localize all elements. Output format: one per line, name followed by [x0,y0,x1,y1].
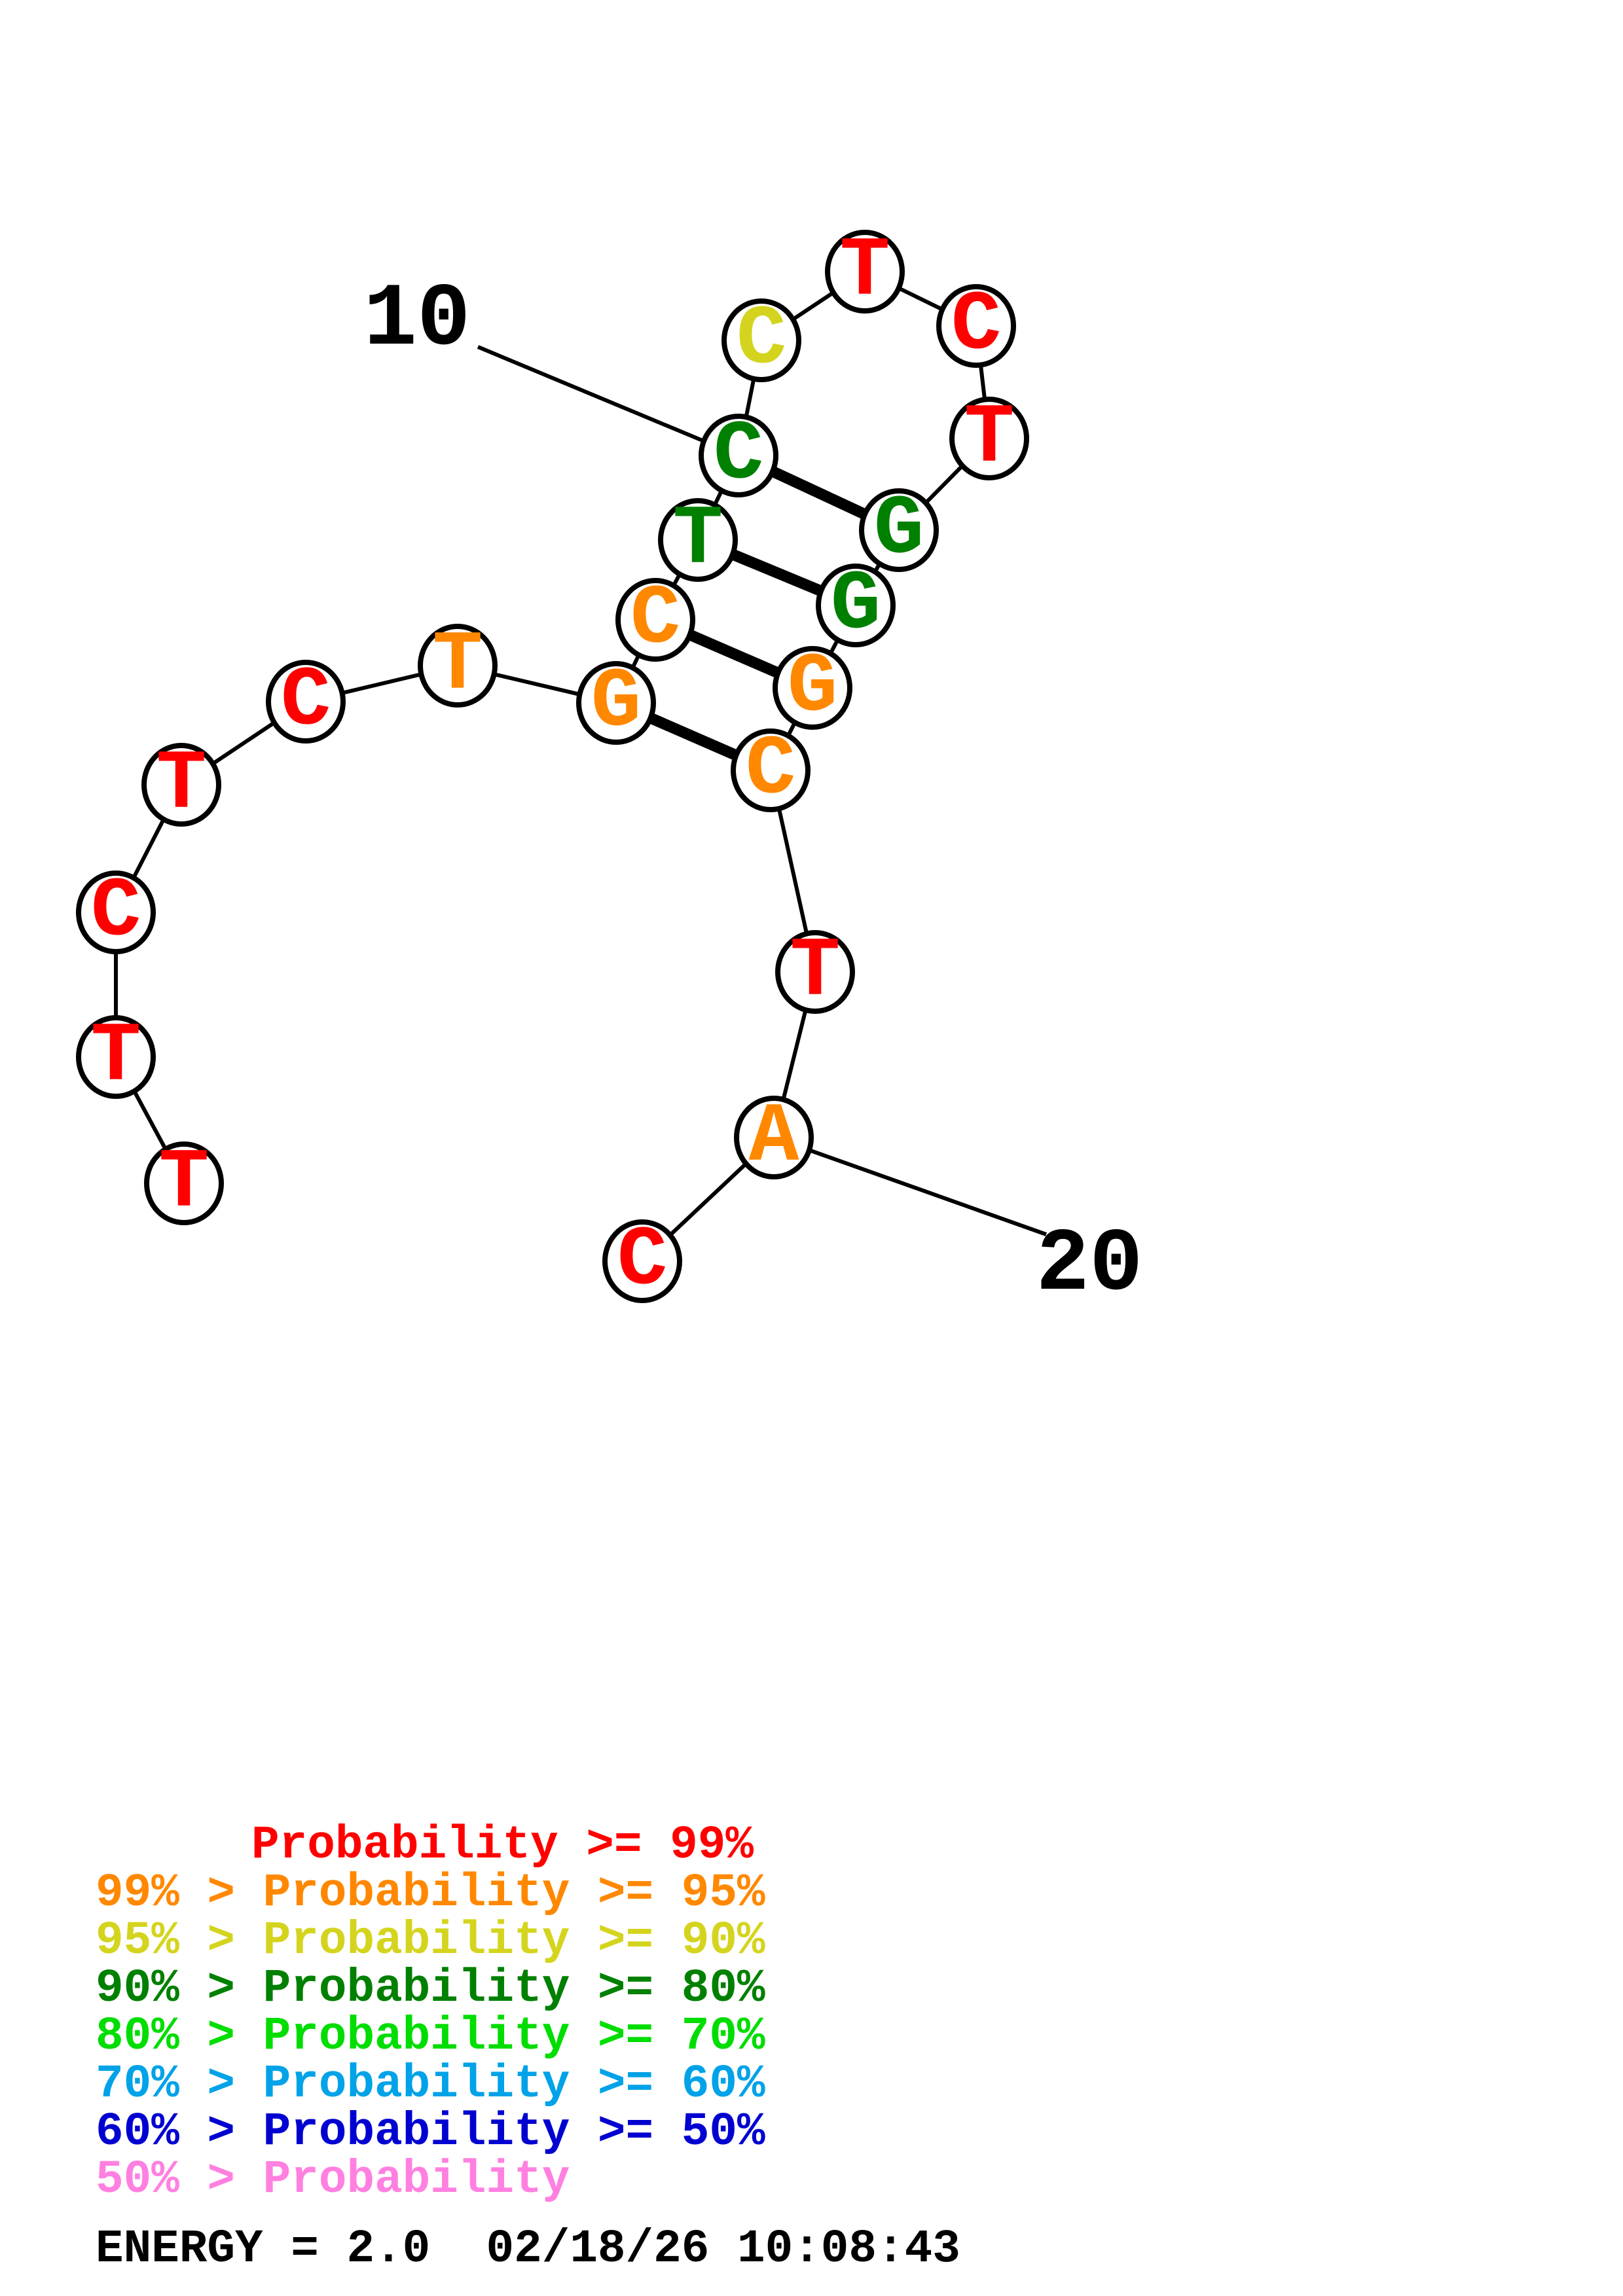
nucleotide-circle-11 [721,298,801,382]
nucleotide-base-11: C [737,293,787,388]
nucleotide-base-16: G [831,558,881,653]
legend-line-1: Probability >= 99% [251,1820,754,1872]
nucleotide-base-6: T [433,619,483,713]
nucleotide-base-4: T [156,738,207,833]
nucleotide-base-9: T [673,493,723,588]
nucleotide-circle-19 [775,930,855,1014]
nucleotide-base-12: T [840,224,890,319]
nucleotide-circle-12 [825,230,905,314]
nucleotide-base-15: G [874,483,924,578]
position-label-20: 20 [1036,1215,1142,1316]
legend-line-7: 60% > Probability >= 50% [96,2106,765,2159]
legend-line-6: 70% > Probability >= 60% [96,2058,765,2111]
nucleotide-base-18: C [746,723,796,818]
nucleotide-base-5: C [281,655,331,749]
nucleotide-circle-6 [418,624,498,708]
nucleotide-circle-18 [731,728,811,812]
label-pointer-line [773,1136,1048,1236]
probability-legend: Probability >= 99% 99% > Probability >= … [96,1820,765,2206]
nucleotide-circle-3 [76,870,156,954]
nucleotide-circle-4 [141,743,221,827]
nucleotide-circle-9 [658,498,738,582]
legend-line-4: 90% > Probability >= 80% [96,1963,765,2015]
nucleotide-base-19: T [790,925,841,1020]
legend-line-3: 95% > Probability >= 90% [96,1915,765,1967]
nucleotide-base-1: T [159,1136,210,1231]
legend-line-2: 99% > Probability >= 95% [96,1867,765,1920]
nucleotide-circle-21 [602,1219,682,1303]
nucleotide-circle-13 [936,284,1016,368]
nucleotide-circle-17 [773,646,852,730]
nucleotide-circle-1 [144,1141,224,1225]
nucleotide-base-13: C [951,279,1002,374]
nucleotide-base-3: C [91,865,141,960]
legend-line-5: 80% > Probability >= 70% [96,2011,765,2063]
label-pointer-line [477,345,740,457]
energy-footer: ENERGY = 2.0 02/18/26 10:08:43 [96,2223,960,2276]
nucleotide-circle-5 [266,660,346,744]
nucleotide-base-10: C [714,408,764,503]
nucleotide-base-8: C [630,573,681,668]
nucleotide-circle-14 [949,397,1029,480]
nucleotide-circle-20 [734,1096,814,1179]
nucleotide-base-17: G [788,641,838,736]
nucleotide-circle-8 [615,578,695,662]
nucleotide-circle-7 [576,661,656,745]
nucleotide-circle-2 [76,1015,156,1099]
nucleotide-base-14: T [964,391,1015,486]
nucleotide-base-21: C [617,1214,668,1309]
position-label-10: 10 [363,270,470,370]
nucleotide-circle-15 [859,488,939,572]
nucleotide-base-20: A [749,1090,799,1185]
legend-line-8: 50% > Probability [96,2154,570,2206]
nucleotide-base-2: T [91,1010,141,1105]
nucleotide-base-7: G [591,656,642,751]
nucleotide-circle-16 [816,564,896,647]
nucleotide-circle-10 [699,414,778,497]
